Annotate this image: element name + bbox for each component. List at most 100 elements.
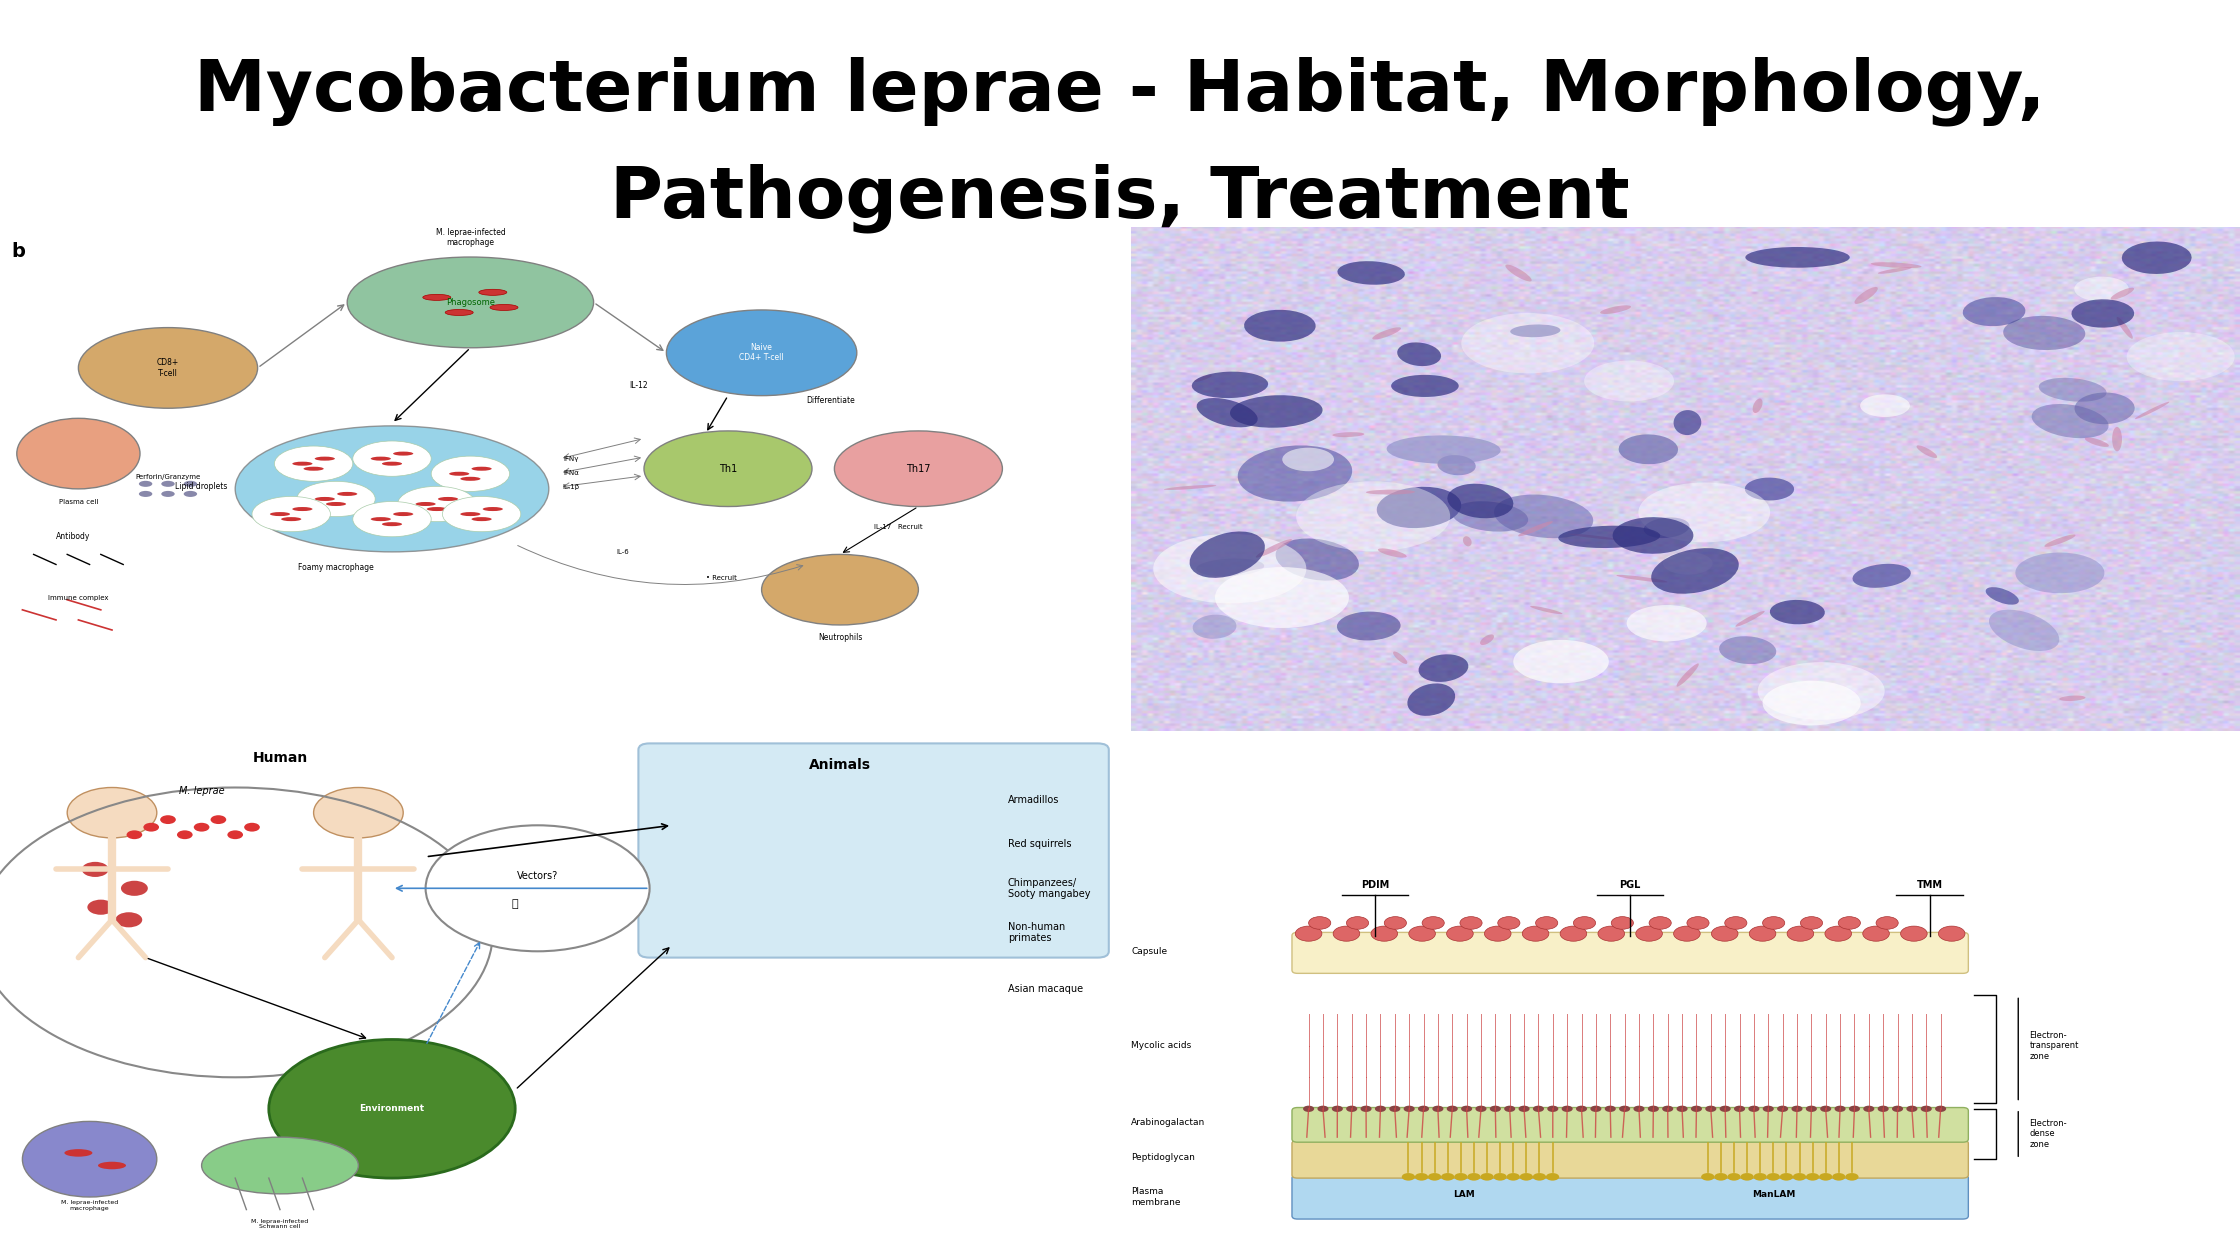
Ellipse shape [1505,265,1532,281]
Ellipse shape [2045,534,2076,547]
Text: Immune complex: Immune complex [47,595,110,601]
Circle shape [1333,926,1360,941]
Circle shape [184,481,197,486]
FancyBboxPatch shape [638,743,1109,958]
Circle shape [1281,447,1335,471]
Ellipse shape [1373,328,1400,339]
Ellipse shape [1752,398,1763,413]
Circle shape [1467,1173,1481,1181]
Ellipse shape [2016,553,2103,593]
Circle shape [1460,1106,1472,1111]
Circle shape [1700,1173,1714,1181]
Circle shape [193,823,208,832]
Circle shape [1548,1106,1559,1111]
FancyBboxPatch shape [1292,1174,1969,1220]
Circle shape [1447,1106,1458,1111]
Circle shape [1893,1106,1904,1111]
Circle shape [143,823,159,832]
Circle shape [1835,1106,1846,1111]
Ellipse shape [372,517,390,522]
Ellipse shape [99,1162,125,1169]
Text: Non-human
primates: Non-human primates [1008,921,1066,944]
Text: CD8+
T-cell: CD8+ T-cell [157,358,179,378]
Ellipse shape [1378,486,1460,528]
Ellipse shape [1985,587,2018,605]
Text: Peptidoglycan: Peptidoglycan [1131,1153,1196,1163]
Circle shape [1402,1173,1416,1181]
Circle shape [1846,1173,1859,1181]
Circle shape [1805,1106,1817,1111]
Circle shape [1920,1106,1931,1111]
Circle shape [22,1121,157,1197]
Ellipse shape [1718,636,1776,664]
Ellipse shape [202,1137,358,1194]
Circle shape [2074,277,2128,301]
Text: IL-12: IL-12 [629,381,647,391]
Circle shape [1620,1106,1631,1111]
Ellipse shape [1418,654,1469,682]
Text: Vectors?: Vectors? [517,871,558,881]
Circle shape [1935,1106,1947,1111]
Ellipse shape [392,451,412,456]
Circle shape [1906,1106,1917,1111]
Text: Human: Human [253,751,307,765]
Circle shape [1754,1173,1767,1181]
Circle shape [139,481,152,486]
Circle shape [1532,1106,1543,1111]
Text: PGL: PGL [1620,881,1642,891]
Text: Naive
CD4+ T-cell: Naive CD4+ T-cell [739,343,784,363]
Circle shape [1422,917,1445,930]
Circle shape [1662,1106,1673,1111]
Circle shape [1848,1106,1859,1111]
Circle shape [1494,1173,1508,1181]
FancyBboxPatch shape [1292,1140,1969,1178]
Circle shape [399,486,475,522]
Circle shape [1691,1106,1702,1111]
Ellipse shape [1391,375,1458,397]
Text: Antibody: Antibody [56,532,90,542]
Ellipse shape [1366,490,1416,495]
Circle shape [67,788,157,838]
Circle shape [114,912,141,927]
Circle shape [1503,1106,1514,1111]
Ellipse shape [302,466,323,471]
Ellipse shape [1644,518,1689,538]
Circle shape [1763,1106,1774,1111]
Ellipse shape [1917,445,1938,459]
Ellipse shape [1481,634,1494,645]
Text: Lipid droplets: Lipid droplets [175,481,228,491]
Circle shape [1649,1106,1660,1111]
Circle shape [1821,1106,1832,1111]
Text: 🦟: 🦟 [513,900,517,910]
Ellipse shape [1736,611,1765,626]
Circle shape [833,431,1001,507]
Circle shape [81,862,108,877]
Text: b: b [11,242,25,261]
Text: Differentiate: Differentiate [806,396,856,406]
Circle shape [1584,360,1673,402]
Circle shape [1662,552,1714,575]
Circle shape [1447,926,1474,941]
Circle shape [1360,1106,1371,1111]
Text: Animals: Animals [809,757,871,771]
Ellipse shape [2059,696,2085,701]
Circle shape [1626,605,1707,641]
Circle shape [1490,1106,1501,1111]
Circle shape [273,446,352,481]
Text: IFNα: IFNα [562,470,580,476]
Ellipse shape [1230,396,1322,427]
Ellipse shape [479,290,506,295]
Ellipse shape [1189,532,1266,578]
Text: Red squirrels: Red squirrels [1008,839,1071,849]
Circle shape [1427,1173,1440,1181]
Circle shape [1389,1106,1400,1111]
Ellipse shape [1196,398,1257,427]
Text: TMM: TMM [1917,881,1942,891]
Circle shape [1711,926,1738,941]
Ellipse shape [1989,610,2059,651]
Ellipse shape [2038,378,2106,402]
Ellipse shape [1745,478,1794,500]
Circle shape [1416,1173,1429,1181]
Ellipse shape [291,507,314,512]
Circle shape [430,456,511,491]
